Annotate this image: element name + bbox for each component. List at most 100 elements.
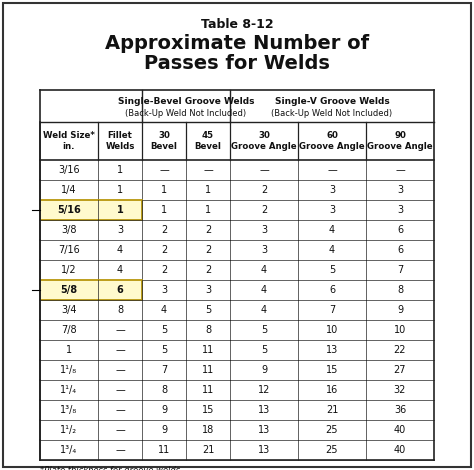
Text: 4: 4 — [161, 305, 167, 315]
Text: 5/16: 5/16 — [57, 205, 81, 215]
Text: 3: 3 — [397, 205, 403, 215]
Text: 16: 16 — [326, 385, 338, 395]
Text: 4: 4 — [117, 265, 123, 275]
Text: 6: 6 — [117, 285, 123, 295]
Text: 30
Bevel: 30 Bevel — [151, 131, 177, 151]
Text: 8: 8 — [205, 325, 211, 335]
Text: 3: 3 — [397, 185, 403, 195]
Text: 1³/₈: 1³/₈ — [60, 405, 78, 415]
Text: 3: 3 — [205, 285, 211, 295]
Text: 3: 3 — [329, 185, 335, 195]
Text: 22: 22 — [394, 345, 406, 355]
Text: 11: 11 — [202, 385, 214, 395]
Text: —: — — [115, 405, 125, 415]
Text: 27: 27 — [394, 365, 406, 375]
Text: 40: 40 — [394, 445, 406, 455]
Text: 7: 7 — [397, 265, 403, 275]
Text: —: — — [115, 385, 125, 395]
Text: 3: 3 — [329, 205, 335, 215]
Text: 1: 1 — [117, 185, 123, 195]
Text: 6: 6 — [397, 245, 403, 255]
Text: 1¹/₄: 1¹/₄ — [61, 385, 78, 395]
Text: Single-V Groove Welds: Single-V Groove Welds — [274, 96, 389, 105]
Text: 1/4: 1/4 — [61, 185, 77, 195]
Text: 5: 5 — [161, 345, 167, 355]
Text: 25: 25 — [326, 425, 338, 435]
Bar — [40, 200, 142, 220]
Text: 7/16: 7/16 — [58, 245, 80, 255]
Text: 4: 4 — [261, 285, 267, 295]
Text: 3: 3 — [261, 225, 267, 235]
Text: 45
Bevel: 45 Bevel — [194, 131, 221, 151]
Text: 11: 11 — [202, 345, 214, 355]
Text: 9: 9 — [161, 405, 167, 415]
Text: 4: 4 — [261, 305, 267, 315]
Bar — [40, 280, 142, 300]
Text: 11: 11 — [158, 445, 170, 455]
Text: 3: 3 — [161, 285, 167, 295]
Text: 21: 21 — [326, 405, 338, 415]
Bar — [40, 90, 434, 122]
Text: (Back-Up Weld Not Included): (Back-Up Weld Not Included) — [272, 109, 392, 118]
Text: 7: 7 — [161, 365, 167, 375]
Text: 2: 2 — [261, 185, 267, 195]
Text: 9: 9 — [161, 425, 167, 435]
Text: Table 8-12: Table 8-12 — [201, 18, 273, 31]
Text: 11: 11 — [202, 365, 214, 375]
Text: —: — — [203, 165, 213, 175]
Text: —: — — [327, 165, 337, 175]
Text: (Back-Up Weld Not Included): (Back-Up Weld Not Included) — [126, 109, 246, 118]
Text: 2: 2 — [161, 265, 167, 275]
Text: Passes for Welds: Passes for Welds — [144, 54, 330, 73]
Text: 1: 1 — [205, 185, 211, 195]
Text: —: — — [115, 325, 125, 335]
Text: 3: 3 — [117, 225, 123, 235]
Text: 5: 5 — [205, 305, 211, 315]
Text: 1: 1 — [117, 165, 123, 175]
Text: Approximate Number of: Approximate Number of — [105, 34, 369, 53]
Text: 5: 5 — [261, 325, 267, 335]
Text: —: — — [115, 425, 125, 435]
Text: *Plate thickness for groove welds.: *Plate thickness for groove welds. — [40, 466, 183, 470]
Text: 13: 13 — [326, 345, 338, 355]
Text: 3: 3 — [261, 245, 267, 255]
Text: 90
Groove Angle: 90 Groove Angle — [367, 131, 433, 151]
Text: 4: 4 — [261, 265, 267, 275]
Text: 6: 6 — [329, 285, 335, 295]
Text: 25: 25 — [326, 445, 338, 455]
Text: 2: 2 — [205, 225, 211, 235]
Text: 1¹/₂: 1¹/₂ — [61, 425, 78, 435]
Text: 8: 8 — [397, 285, 403, 295]
Text: Single-Bevel Groove Welds: Single-Bevel Groove Welds — [118, 96, 254, 105]
Text: 13: 13 — [258, 425, 270, 435]
Text: 18: 18 — [202, 425, 214, 435]
Text: 10: 10 — [394, 325, 406, 335]
Text: 13: 13 — [258, 445, 270, 455]
Text: —: — — [115, 345, 125, 355]
Text: 60
Groove Angle: 60 Groove Angle — [299, 131, 365, 151]
Text: 4: 4 — [329, 245, 335, 255]
Text: 36: 36 — [394, 405, 406, 415]
Text: 5/8: 5/8 — [61, 285, 78, 295]
Text: 32: 32 — [394, 385, 406, 395]
Text: 15: 15 — [326, 365, 338, 375]
Text: 40: 40 — [394, 425, 406, 435]
Text: 3/4: 3/4 — [61, 305, 77, 315]
Text: 1/2: 1/2 — [61, 265, 77, 275]
Text: 5: 5 — [161, 325, 167, 335]
Text: 1: 1 — [66, 345, 72, 355]
Text: 3/16: 3/16 — [58, 165, 80, 175]
Text: 8: 8 — [161, 385, 167, 395]
Text: 2: 2 — [261, 205, 267, 215]
Text: 4: 4 — [329, 225, 335, 235]
Text: 10: 10 — [326, 325, 338, 335]
Text: —: — — [259, 165, 269, 175]
Text: 1: 1 — [161, 205, 167, 215]
Text: 1¹/₈: 1¹/₈ — [61, 365, 78, 375]
Text: 1: 1 — [161, 185, 167, 195]
Text: 5: 5 — [261, 345, 267, 355]
Text: 13: 13 — [258, 405, 270, 415]
Text: 1: 1 — [117, 205, 123, 215]
Text: —: — — [159, 165, 169, 175]
Text: 2: 2 — [161, 225, 167, 235]
